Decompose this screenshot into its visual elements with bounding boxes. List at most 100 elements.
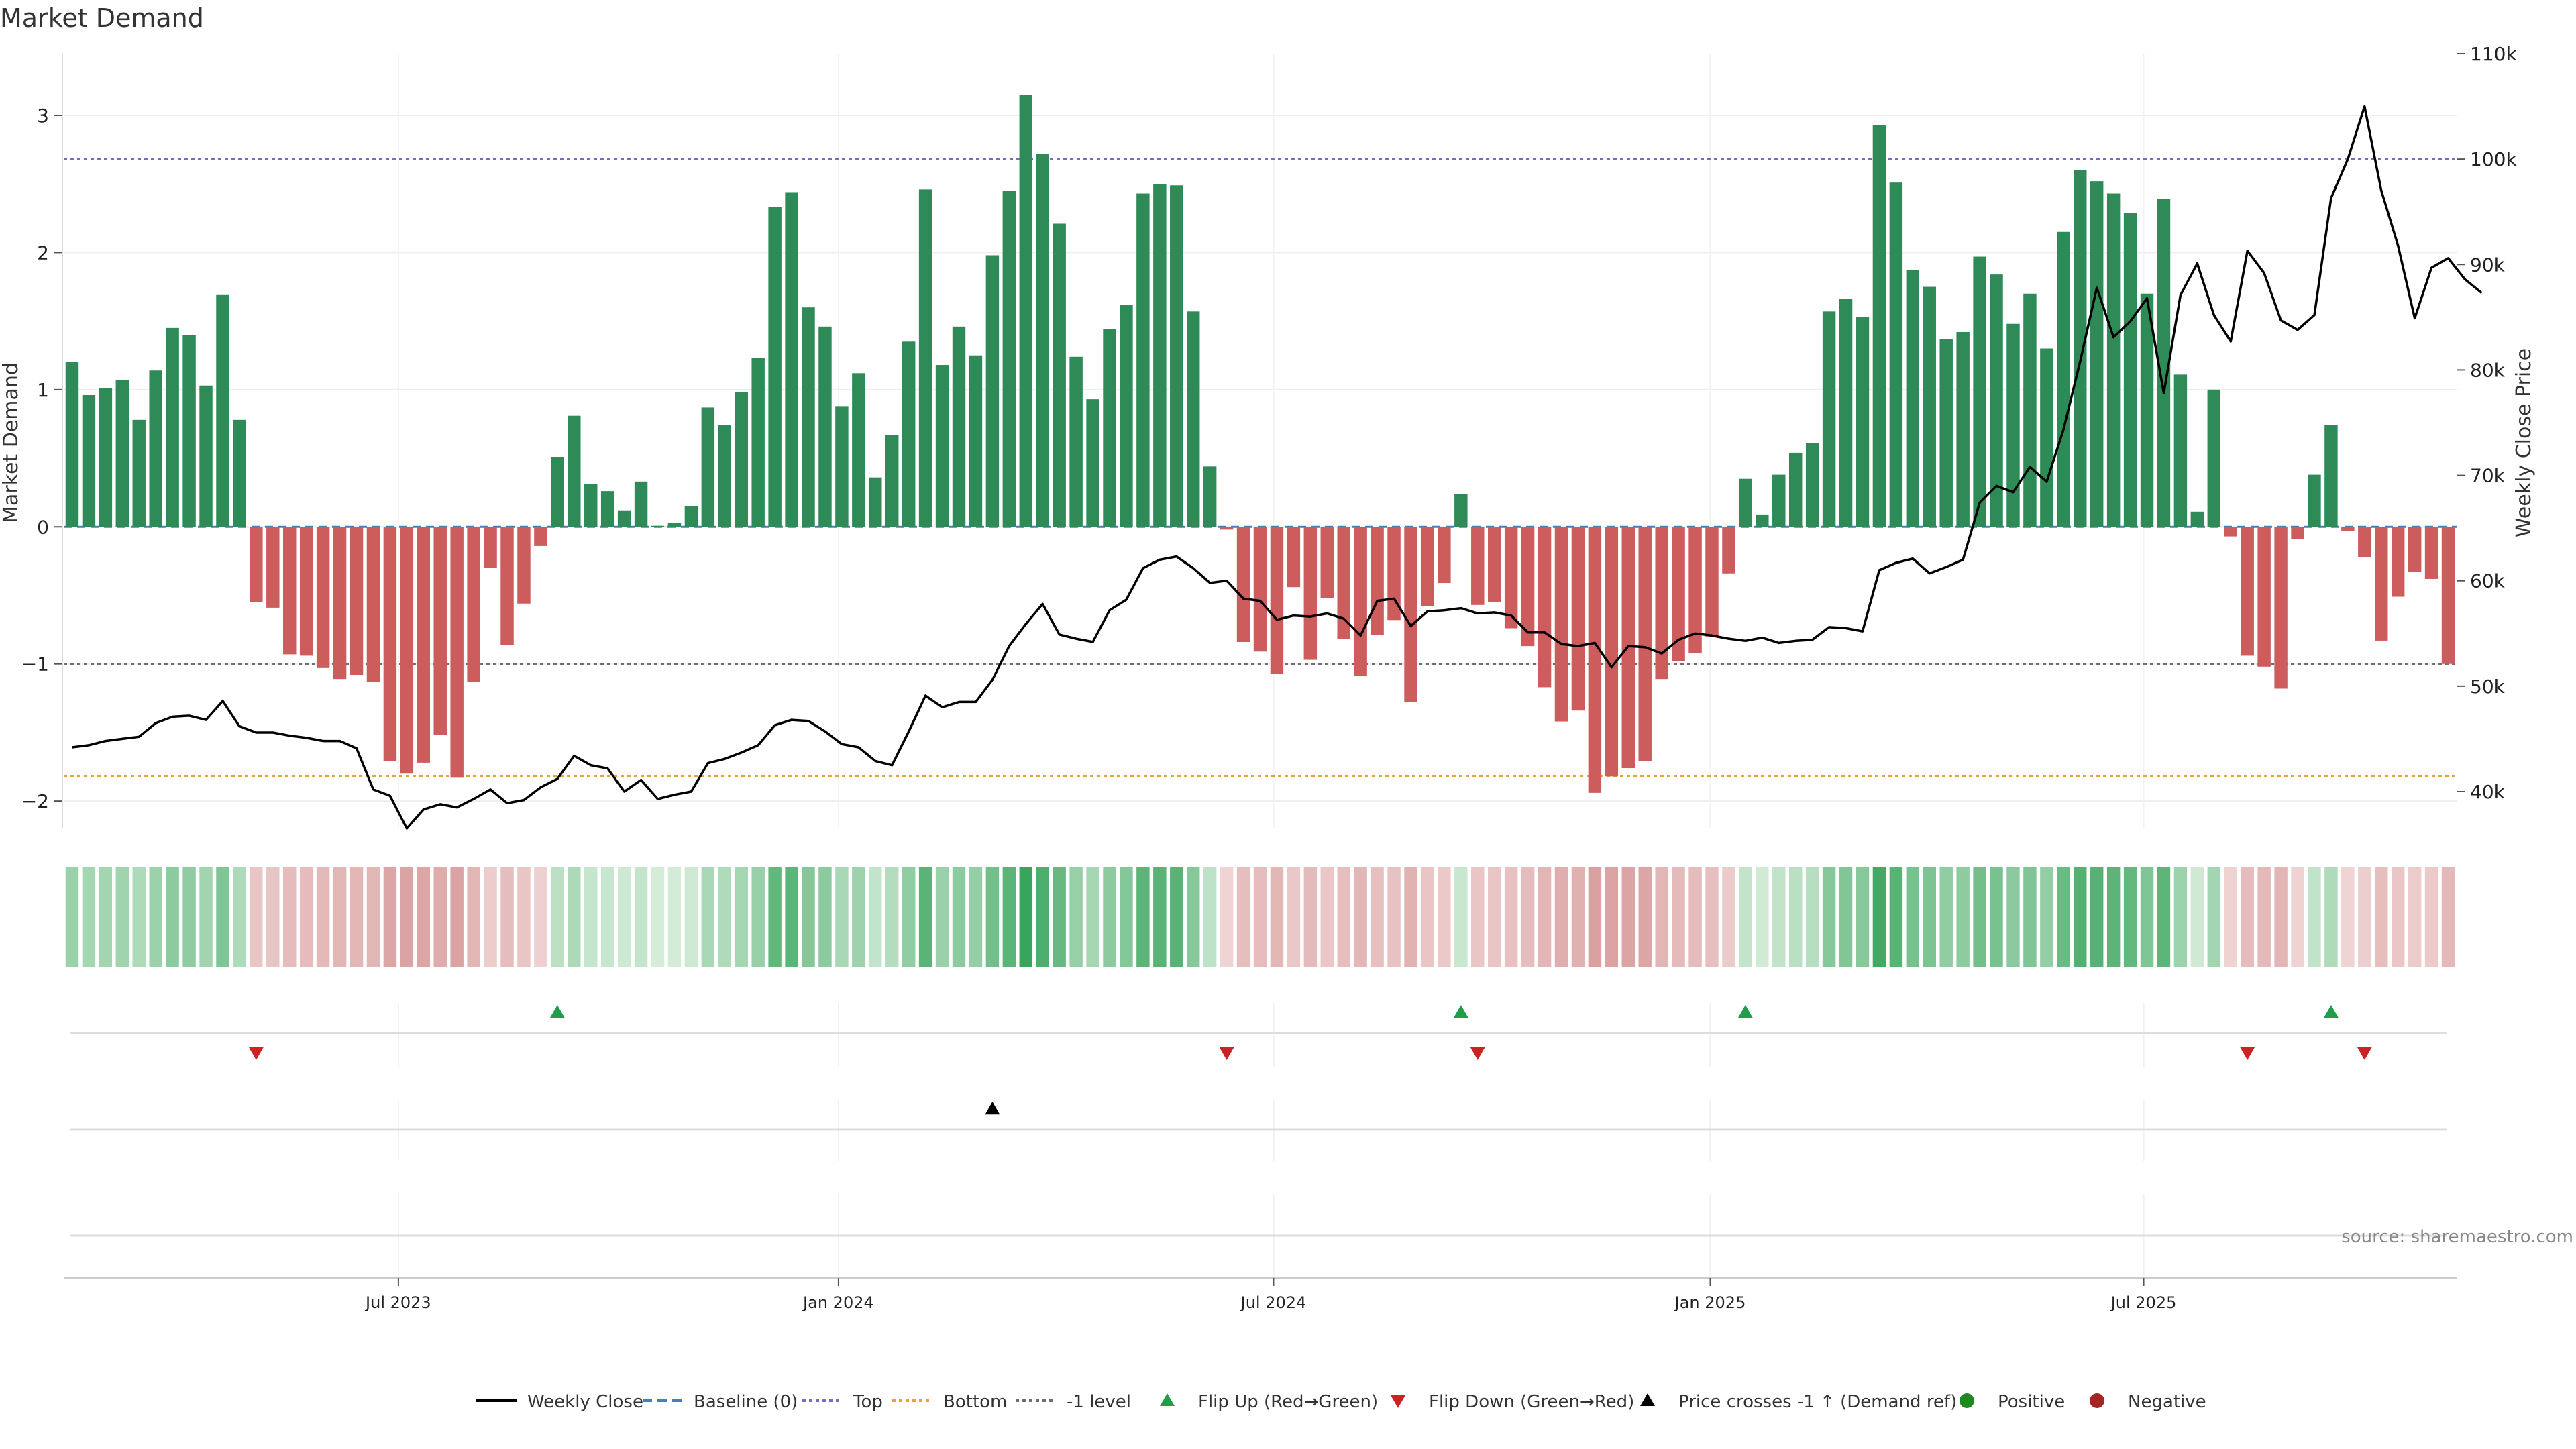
- heat-strip-cell: [2291, 867, 2304, 967]
- demand-bar: [2358, 527, 2371, 557]
- heat-strip-cell: [1019, 867, 1033, 967]
- heat-strip-cell: [1906, 867, 1920, 967]
- demand-bar: [2424, 527, 2438, 579]
- demand-bar: [969, 355, 983, 527]
- heat-strip-cell: [1287, 867, 1301, 967]
- demand-bar: [1739, 478, 1752, 527]
- demand-bar: [1002, 191, 1016, 527]
- heat-strip-cell: [1320, 867, 1334, 967]
- demand-bar: [2408, 527, 2422, 572]
- heat-strip-cell: [985, 867, 1000, 967]
- demand-bar: [1186, 311, 1200, 527]
- demand-bar: [735, 392, 748, 527]
- demand-bar: [1889, 182, 1903, 527]
- heat-strip-cell: [534, 867, 547, 967]
- source-note: source: sharemaestro.com: [2341, 1227, 2573, 1247]
- flip-down-marker: [1219, 1046, 1234, 1060]
- heat-strip-cell: [802, 867, 815, 967]
- demand-bar: [1320, 527, 1334, 598]
- demand-bar: [417, 527, 431, 763]
- heat-strip-cell: [1337, 867, 1350, 967]
- heat-strip-cell: [1756, 867, 1769, 967]
- heat-strip-cell: [1153, 867, 1167, 967]
- heat-strip-cell: [1538, 867, 1552, 967]
- demand-bar: [2274, 527, 2288, 689]
- heat-strip-cell: [467, 867, 480, 967]
- event-markers: [70, 1003, 2447, 1278]
- demand-bar: [1521, 527, 1535, 647]
- y-tick-label: −2: [21, 790, 49, 812]
- legend-label: Top: [853, 1392, 883, 1412]
- demand-bar: [2106, 193, 2121, 527]
- heat-strip-cell: [233, 867, 246, 967]
- legend-label: Baseline (0): [694, 1392, 798, 1412]
- heat-strip-cell: [1672, 867, 1685, 967]
- demand-bar: [902, 341, 916, 527]
- heat-strip-cell: [1186, 867, 1200, 967]
- heat-strip-cell: [1889, 867, 1903, 967]
- demand-bar: [1939, 339, 1953, 527]
- heat-strip-cell: [199, 867, 213, 967]
- demand-bar: [1354, 527, 1367, 677]
- legend-label: Price crosses -1 ↑ (Demand ref): [1678, 1392, 1957, 1412]
- demand-bar: [1387, 527, 1401, 621]
- demand-bar: [684, 506, 698, 527]
- demand-bar: [2207, 389, 2221, 527]
- demand-bar: [99, 388, 113, 527]
- demand-bar: [584, 484, 598, 527]
- legend-item: Flip Up (Red→Green): [1160, 1392, 1378, 1412]
- heat-strip-cell: [65, 867, 79, 967]
- heat-strip-cell: [1120, 867, 1133, 967]
- demand-bar: [1236, 527, 1250, 642]
- legend-item: Flip Down (Green→Red): [1391, 1392, 1634, 1412]
- heat-strip-cell: [2140, 867, 2154, 967]
- y-tick-label: 1: [37, 379, 49, 401]
- legend-marker-flip-down: [1391, 1395, 1405, 1408]
- heat-strip-cell: [952, 867, 966, 967]
- heat-strip-cell: [316, 867, 330, 967]
- heat-strip-cell: [1220, 867, 1234, 967]
- heat-strip-cell: [684, 867, 698, 967]
- demand-bar: [768, 207, 782, 527]
- legend-label: Bottom: [943, 1392, 1007, 1412]
- heat-strip-cell: [2023, 867, 2037, 967]
- demand-bar: [818, 326, 832, 527]
- heat-strip-cell: [2441, 867, 2455, 967]
- demand-bar: [433, 527, 447, 735]
- demand-bar: [952, 326, 966, 527]
- heat-strip-cell: [551, 867, 564, 967]
- heat-strip-cell: [2224, 867, 2237, 967]
- heat-strip-cell: [2424, 867, 2438, 967]
- heat-strip-cell: [651, 867, 665, 967]
- demand-bar: [1371, 527, 1384, 635]
- demand-bar: [1136, 193, 1150, 527]
- heat-strip-cell: [2006, 867, 2020, 967]
- demand-bar: [65, 362, 79, 527]
- y2-tick-label: 60k: [2470, 570, 2506, 592]
- demand-bar: [1688, 527, 1702, 653]
- demand-bar: [2090, 181, 2104, 527]
- heat-strip-cell: [2074, 867, 2087, 967]
- heat-strip-cell: [350, 867, 364, 967]
- demand-bar: [1605, 527, 1619, 777]
- demand-bar: [651, 525, 665, 527]
- heat-strip-cell: [166, 867, 179, 967]
- demand-bar: [2174, 374, 2188, 527]
- demand-bar: [2057, 231, 2070, 527]
- demand-bar: [216, 294, 229, 527]
- heat-strip-cell: [617, 867, 631, 967]
- heat-strip-cell: [2408, 867, 2422, 967]
- legend-marker-negative: [2090, 1393, 2104, 1408]
- heat-strip-cell: [82, 867, 96, 967]
- demand-bar: [1990, 274, 2003, 527]
- demand-bar: [400, 527, 414, 774]
- demand-bar: [1872, 125, 1886, 527]
- demand-bar: [2375, 527, 2388, 641]
- flip-down-marker: [2357, 1046, 2372, 1060]
- legend-item: Weekly Close: [476, 1392, 643, 1412]
- legend: Weekly Close Baseline (0) Top Bottom -1 leve…: [476, 1392, 2206, 1412]
- heat-strip-cell: [2190, 867, 2204, 967]
- y2-tick-label: 100k: [2470, 148, 2517, 170]
- y-tick-label: 2: [37, 241, 49, 264]
